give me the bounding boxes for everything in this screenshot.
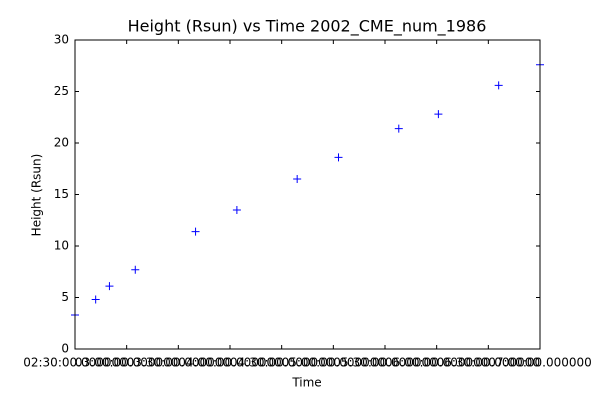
data-point: [394, 124, 403, 133]
data-point: [434, 110, 443, 119]
chart-title: Height (Rsun) vs Time 2002_CME_num_1986: [128, 17, 487, 37]
data-point: [232, 205, 241, 214]
y-axis-label: Height (Rsun): [30, 154, 44, 237]
x-tick-label: 05:30:00.000000: [333, 356, 437, 370]
x-tick-label: 02:30:00.000000: [23, 356, 127, 370]
x-tick-label: 03:30:00.000000: [127, 356, 231, 370]
x-axis-label: Time: [291, 376, 321, 390]
data-point: [293, 175, 302, 184]
x-tick-label: 05:00:00.000000: [282, 356, 386, 370]
data-point: [131, 265, 140, 274]
y-tick-label: 25: [54, 84, 69, 98]
x-tick-label: 04:00:00.000000: [178, 356, 282, 370]
y-tick-label: 0: [61, 342, 69, 356]
x-tick-label: 06:00:00.000000: [385, 356, 489, 370]
x-tick-label: 06:30:00.000000: [437, 356, 541, 370]
y-tick-label: 5: [61, 290, 69, 304]
data-point: [105, 282, 114, 291]
data-point: [91, 295, 100, 304]
data-point: [334, 153, 343, 162]
x-tick-label: 03:00:00.000000: [75, 356, 179, 370]
data-point: [191, 227, 200, 236]
y-tick-label: 20: [54, 136, 69, 150]
y-tick-label: 30: [54, 33, 69, 47]
y-tick-label: 15: [54, 187, 69, 201]
x-tick-label: 04:30:00.000000: [230, 356, 334, 370]
data-point: [494, 81, 503, 90]
y-tick-label: 10: [54, 239, 69, 253]
x-tick-label: 07:00:00.000000: [488, 356, 592, 370]
plot-frame: [74, 39, 541, 350]
